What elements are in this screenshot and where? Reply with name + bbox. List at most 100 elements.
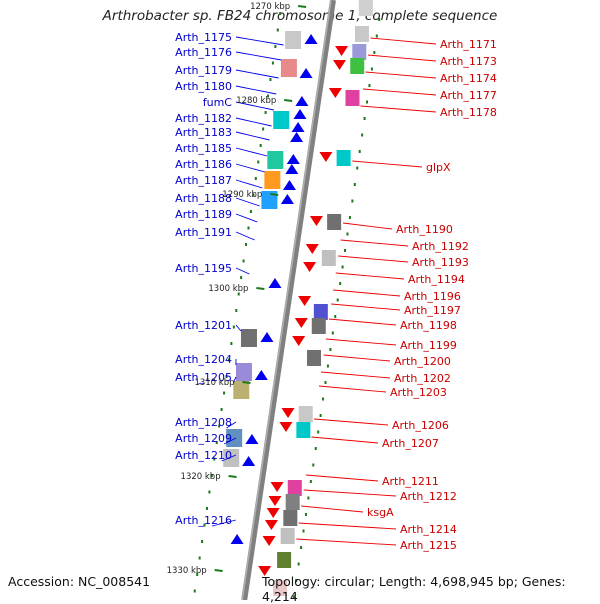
tick-outer	[322, 398, 324, 401]
kbp-tick	[284, 100, 292, 101]
left-gene-label: Arth_1187	[175, 174, 232, 187]
left-gene-label: Arth_1189	[175, 208, 232, 221]
kbp-label: 1290 kbp	[222, 190, 262, 200]
reverse-gene-arrow	[298, 296, 311, 306]
left-leader-line	[236, 268, 249, 274]
left-leader-line	[236, 118, 272, 126]
forward-gene-arrow	[293, 109, 306, 119]
forward-gene-arrow	[260, 332, 273, 342]
right-gene-label: Arth_1199	[400, 339, 457, 352]
right-gene-label: Arth_1215	[400, 539, 457, 552]
left-gene-label: Arth_1179	[175, 64, 232, 77]
tick-outer	[368, 84, 370, 87]
gene-block	[264, 171, 280, 189]
right-leader-line	[324, 355, 390, 361]
forward-gene-arrow	[231, 534, 244, 544]
reverse-gene-arrow	[267, 508, 280, 518]
kbp-label: 1320 kbp	[181, 472, 221, 482]
right-gene-label: Arth_1207	[382, 437, 439, 450]
tick-inner	[255, 177, 257, 180]
left-gene-label: Arth_1183	[175, 126, 232, 139]
right-leader-line	[304, 490, 396, 496]
tick-inner	[208, 491, 210, 494]
reverse-gene-arrow	[319, 152, 332, 162]
tick-inner	[279, 12, 281, 15]
right-leader-line	[370, 38, 436, 44]
right-gene-label: Arth_1173	[440, 55, 497, 68]
right-gene-label: Arth_1193	[412, 256, 469, 269]
left-gene-label: Arth_1175	[175, 31, 232, 44]
right-gene-label: Arth_1203	[390, 386, 447, 399]
gene-block	[359, 0, 373, 16]
left-gene-label: Arth_1185	[175, 142, 232, 155]
right-leader-line	[326, 339, 396, 345]
right-gene-label: Arth_1206	[392, 419, 449, 432]
tick-outer	[310, 480, 312, 483]
left-leader-line	[236, 164, 265, 172]
gene-block	[236, 363, 252, 381]
tick-outer	[364, 117, 366, 120]
tick-outer	[325, 381, 327, 384]
left-leader-line	[236, 325, 241, 331]
tick-inner	[247, 227, 249, 230]
reverse-gene-arrow	[265, 520, 278, 530]
kbp-label: 1300 kbp	[208, 284, 248, 294]
right-gene-label: glpX	[426, 161, 451, 174]
tick-inner	[235, 309, 237, 312]
reverse-gene-arrow	[333, 60, 346, 70]
right-gene-label: Arth_1190	[396, 223, 453, 236]
left-gene-label: Arth_1210	[175, 449, 232, 462]
gene-block	[281, 528, 295, 544]
tick-inner	[230, 342, 232, 345]
right-leader-line	[314, 419, 388, 425]
forward-gene-arrow	[245, 434, 258, 444]
left-leader-line	[236, 86, 276, 94]
tick-outer	[300, 546, 302, 549]
gene-block	[312, 318, 326, 334]
gene-block	[283, 510, 297, 526]
right-leader-line	[341, 240, 408, 246]
tick-outer	[346, 233, 348, 236]
right-gene-label: Arth_1202	[394, 372, 451, 385]
tick-inner	[221, 408, 223, 411]
right-leader-line	[299, 523, 396, 529]
tick-inner	[243, 260, 245, 263]
right-gene-label: Arth_1197	[404, 304, 461, 317]
right-leader-line	[329, 319, 396, 325]
right-gene-label: Arth_1212	[400, 490, 457, 503]
kbp-label: 1310 kbp	[194, 378, 234, 388]
forward-gene-arrow	[300, 68, 313, 78]
tick-inner	[260, 144, 262, 147]
left-gene-label: Arth_1186	[175, 158, 232, 171]
tick-outer	[332, 332, 334, 335]
gene-block	[286, 494, 300, 510]
gene-block	[277, 552, 291, 568]
kbp-tick	[215, 570, 223, 571]
reverse-gene-arrow	[282, 408, 295, 418]
tick-outer	[334, 315, 336, 318]
tick-inner	[199, 557, 201, 560]
gene-block	[299, 406, 313, 422]
reverse-gene-arrow	[310, 216, 323, 226]
gene-block	[337, 150, 351, 166]
forward-gene-arrow	[255, 370, 268, 380]
left-leader-line	[236, 37, 284, 45]
right-gene-label: Arth_1178	[440, 106, 497, 119]
gene-block	[285, 31, 301, 49]
tick-inner	[201, 540, 203, 543]
left-gene-label: Arth_1182	[175, 112, 232, 125]
forward-gene-arrow	[281, 194, 294, 204]
left-gene-label: Arth_1209	[175, 432, 232, 445]
forward-gene-arrow	[242, 456, 255, 466]
right-leader-line	[311, 437, 378, 443]
gene-block	[233, 381, 249, 399]
tick-outer	[378, 18, 380, 21]
tick-inner	[240, 276, 242, 279]
forward-gene-arrow	[305, 34, 318, 44]
tick-outer	[303, 530, 305, 533]
left-gene-label: Arth_1176	[175, 46, 232, 59]
tick-outer	[342, 266, 344, 269]
left-leader-line	[236, 180, 262, 188]
forward-gene-arrow	[292, 122, 305, 132]
left-gene-label: fumC	[203, 96, 233, 109]
